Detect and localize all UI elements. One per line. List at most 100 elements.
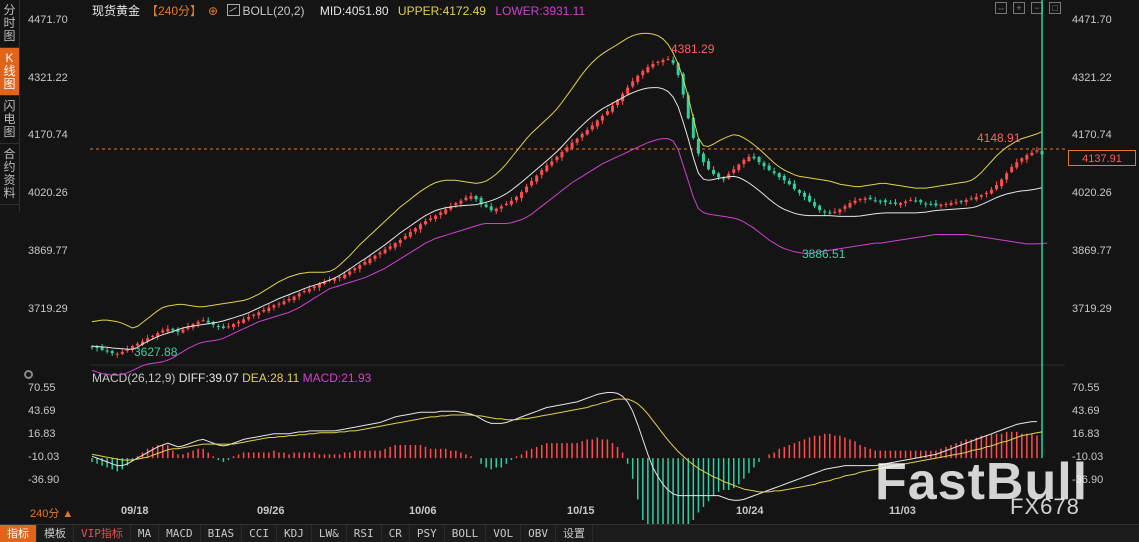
candle-body [888, 202, 892, 204]
candle-body [964, 199, 968, 203]
candle-body [1010, 166, 1014, 173]
settings-icon[interactable] [24, 370, 33, 379]
indicator-boll[interactable]: BOLL [445, 525, 487, 542]
candle-body [494, 208, 498, 212]
indicator-icon [227, 4, 241, 16]
candle-body [322, 281, 326, 284]
candle-body [459, 200, 463, 204]
candle-body [141, 341, 145, 345]
candle-body [378, 252, 382, 255]
candle-body [277, 303, 281, 305]
tab-flash-chart[interactable]: 闪电图 [0, 96, 19, 144]
price-tick-right: 4170.74 [1072, 129, 1112, 141]
candle-body [929, 203, 933, 205]
candle-body [373, 255, 377, 259]
price-tick-left: 4471.70 [28, 14, 68, 26]
candle-body [535, 175, 539, 182]
boll-lower-line [91, 138, 1048, 376]
macd-tick-right: 43.69 [1072, 405, 1100, 417]
period-label[interactable]: 【240分】 [146, 4, 203, 18]
candle-body [1005, 173, 1009, 180]
tab-time-chart[interactable]: 分时图 [0, 0, 19, 48]
candle-body [656, 61, 660, 63]
indicator-rsi[interactable]: RSI [347, 525, 382, 542]
candle-body [904, 201, 908, 204]
tab-indicators[interactable]: 指标 [0, 525, 37, 542]
zoom-out-icon[interactable]: − [1031, 2, 1043, 14]
candle-body [424, 221, 428, 225]
candle-body [767, 165, 771, 171]
candle-body [287, 298, 291, 301]
indicator-obv[interactable]: OBV [521, 525, 556, 542]
candle-body [252, 314, 256, 316]
candle-body [393, 243, 397, 248]
indicator-cr[interactable]: CR [382, 525, 410, 542]
indicator-lw[interactable]: LW& [312, 525, 347, 542]
candle-body [156, 333, 160, 337]
candle-body [600, 115, 604, 121]
boll-legend[interactable]: BOLL(20,2) [227, 4, 310, 18]
tab-templates[interactable]: 模板 [37, 525, 74, 542]
candle-body [408, 232, 412, 237]
candle-body [944, 203, 948, 205]
tab-vip-indicators[interactable]: VIP指标 [74, 525, 131, 542]
macd-tick-left: -10.03 [28, 451, 60, 463]
indicator-macd[interactable]: MACD [159, 525, 201, 542]
indicator-cci[interactable]: CCI [242, 525, 277, 542]
candle-body [691, 117, 695, 138]
candle-body [317, 284, 321, 288]
tab-contract-info[interactable]: 合约资料 [0, 144, 19, 205]
restore-icon[interactable]: □ [1049, 2, 1061, 14]
candle-body [439, 212, 443, 216]
candle-body [899, 203, 903, 206]
candle-body [651, 64, 655, 68]
candle-body [979, 195, 983, 197]
settings-button[interactable]: 设置 [556, 525, 593, 542]
indicator-vol[interactable]: VOL [486, 525, 522, 542]
candle-body [616, 100, 620, 106]
date-label: 10/24 [736, 505, 764, 517]
candle-body [398, 240, 402, 244]
candle-body [100, 346, 104, 350]
candle-body [363, 262, 367, 265]
macd-name[interactable]: MACD(26,12,9) [92, 371, 176, 385]
tab-kline-chart[interactable]: K线图 [0, 48, 19, 96]
candle-body [328, 280, 331, 282]
low-annotation-1: 3627.88 [134, 345, 178, 359]
symbol-name: 现货黄金 [92, 4, 141, 18]
candle-body [550, 161, 554, 166]
candle-body [686, 95, 690, 119]
candle-body [681, 73, 685, 95]
indicator-psy[interactable]: PSY [410, 525, 445, 542]
candle-body [282, 301, 286, 305]
candle-body [525, 186, 529, 193]
candle-body [196, 321, 200, 325]
period-selector[interactable]: 240分 ▲ [30, 508, 74, 520]
candle-body [499, 206, 503, 209]
candle-body [661, 60, 665, 63]
indicator-ma[interactable]: MA [131, 525, 160, 542]
indicator-kdj[interactable]: KDJ [277, 525, 312, 542]
candle-body [823, 211, 827, 213]
price-tick-left: 3719.29 [28, 303, 68, 315]
add-indicator-icon[interactable]: ⊕ [208, 4, 219, 18]
candle-body [1040, 151, 1044, 155]
candle-body [853, 200, 857, 204]
candle-body [115, 353, 119, 355]
zoom-in-icon[interactable]: + [1013, 2, 1025, 14]
candle-body [514, 196, 518, 201]
candle-body [267, 307, 271, 312]
boll-lower-value: LOWER:3931.11 [495, 4, 586, 18]
candle-body [545, 165, 549, 172]
candle-body [353, 268, 357, 271]
candle-body [464, 197, 468, 201]
candle-body [489, 206, 493, 211]
fit-icon[interactable]: ⇔ [995, 2, 1007, 14]
fastbull-watermark: FastBull [875, 453, 1089, 511]
candle-body [388, 246, 392, 249]
macd-tick-left: 16.83 [28, 428, 56, 440]
indicator-bias[interactable]: BIAS [201, 525, 243, 542]
candle-body [530, 181, 534, 186]
candle-body [924, 203, 928, 205]
candle-body [307, 288, 311, 292]
